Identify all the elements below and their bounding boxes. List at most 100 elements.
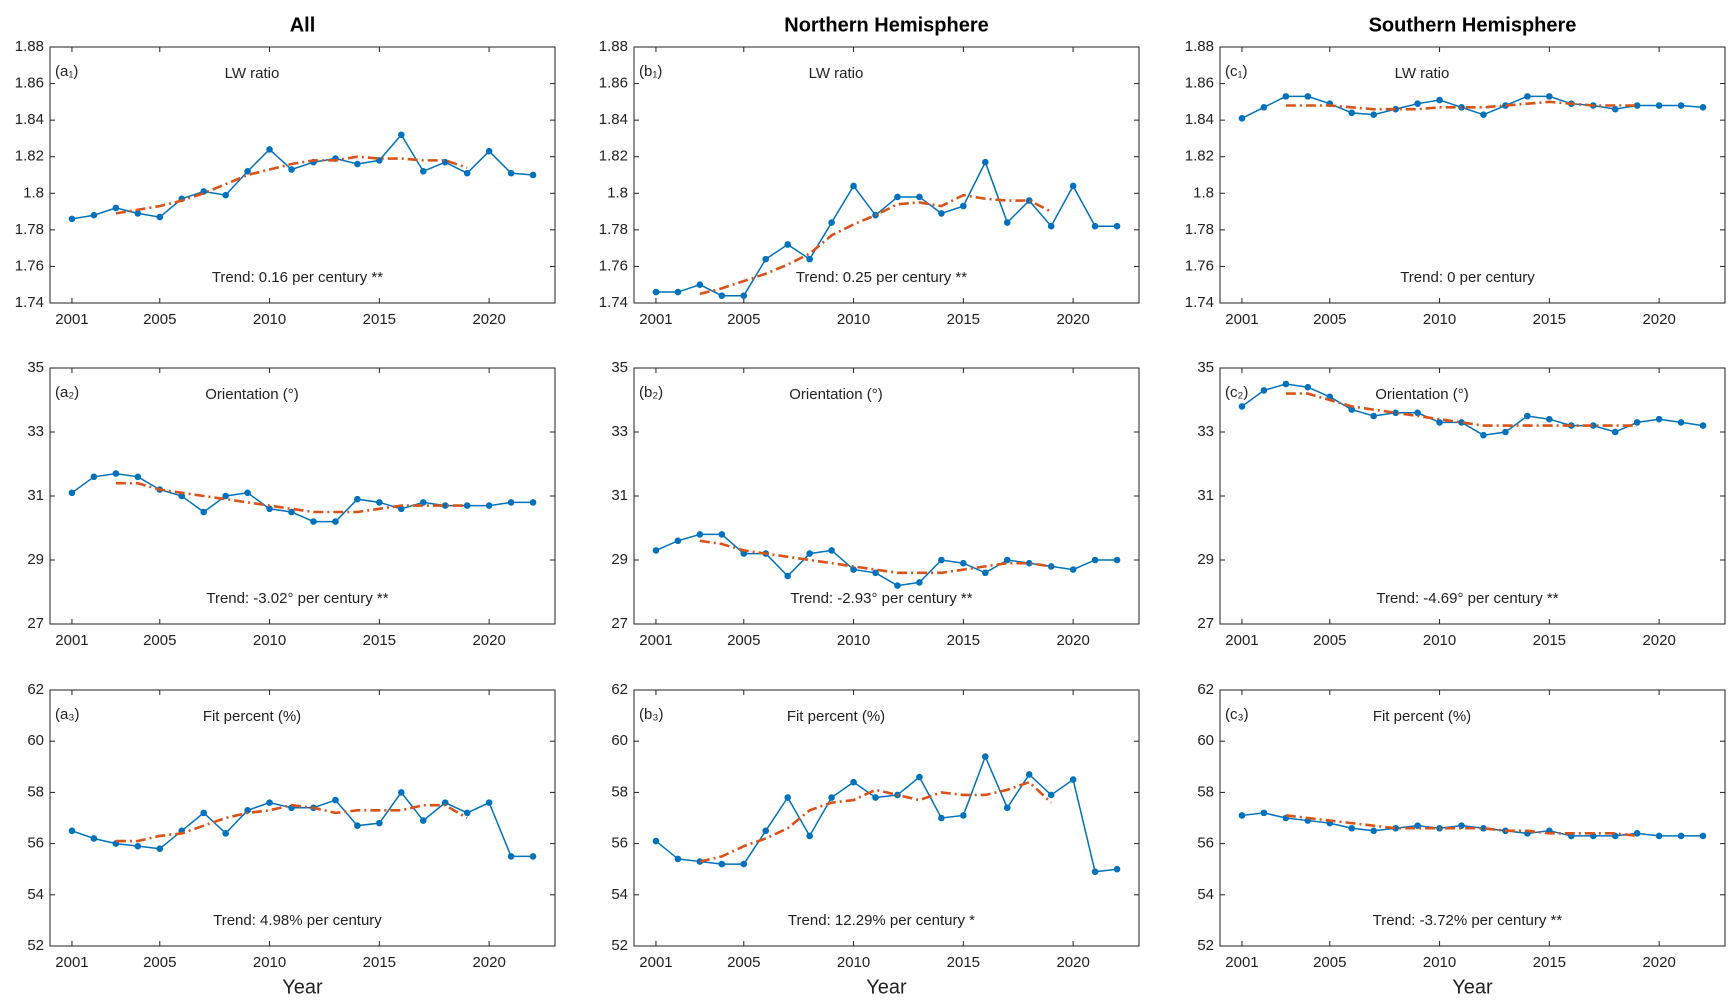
y-tick-label: 58 <box>1197 783 1214 800</box>
data-point <box>288 508 295 516</box>
x-tick-label: 2015 <box>947 954 980 971</box>
x-tick-label: 2001 <box>639 632 672 649</box>
x-tick-label: 2015 <box>1533 954 1566 971</box>
plot-frame <box>49 689 556 947</box>
y-tick-label: 1.82 <box>599 148 628 165</box>
data-point <box>1304 383 1312 391</box>
data-point <box>507 499 515 506</box>
y-tick-label: 62 <box>27 681 44 698</box>
x-tick-label: 2015 <box>947 632 980 649</box>
panel-label: (c₃) <box>1225 706 1249 723</box>
data-point <box>376 157 383 164</box>
data-point <box>1370 111 1377 118</box>
data-point <box>916 773 923 781</box>
series-line <box>699 193 1052 296</box>
data-point <box>398 789 405 796</box>
data-point <box>696 531 704 538</box>
data-point <box>1348 824 1356 832</box>
x-tick-label: 2001 <box>1225 632 1258 649</box>
x-tick-label: 2010 <box>837 954 870 971</box>
data-point <box>1392 409 1399 417</box>
data-point <box>1282 93 1290 100</box>
y-tick-label: 1.8 <box>23 184 44 201</box>
data-point <box>1699 422 1707 429</box>
data-point <box>1003 804 1011 812</box>
y-tick-label: 52 <box>611 937 628 954</box>
data-point <box>463 502 471 509</box>
panel-label: (c₁) <box>1225 63 1248 80</box>
x-tick-label: 2015 <box>363 632 396 649</box>
series-line <box>655 754 1118 873</box>
plot-frame <box>633 689 1140 947</box>
x-tick-label: 2001 <box>55 311 88 328</box>
y-tick-label: 1.84 <box>1185 111 1214 128</box>
data-point <box>529 171 537 179</box>
y-tick-label: 1.78 <box>599 221 628 238</box>
data-point <box>200 508 207 516</box>
x-tick-label: 2020 <box>1056 311 1089 328</box>
x-tick-label: 2010 <box>1423 632 1456 649</box>
y-tick-label: 1.88 <box>1185 38 1214 55</box>
data-point <box>200 809 207 817</box>
data-point <box>850 182 857 190</box>
data-point <box>938 814 945 822</box>
data-point <box>982 753 989 760</box>
plot-frame <box>1219 689 1726 947</box>
y-tick-label: 29 <box>27 551 44 568</box>
data-point <box>1655 415 1663 423</box>
y-tick-label: 1.76 <box>1185 257 1214 274</box>
panel: 52 54 56 58 60 62 2001 2005 2010 2015 2020 (b₃) Fit … <box>611 681 1140 998</box>
y-tick-label: 29 <box>611 551 628 568</box>
data-point <box>652 837 660 845</box>
data-point <box>762 255 770 263</box>
data-point <box>419 168 427 175</box>
y-tick-label: 56 <box>611 835 628 852</box>
data-point <box>1282 380 1290 388</box>
panel-subtitle: Orientation (°) <box>1375 386 1469 403</box>
x-tick-label: 2020 <box>1642 632 1675 649</box>
data-point <box>463 169 471 177</box>
data-point <box>441 502 449 509</box>
y-tick-label: 1.8 <box>1193 184 1214 201</box>
y-tick-label: 52 <box>1197 937 1214 954</box>
y-tick-label: 54 <box>1197 886 1214 903</box>
data-point <box>1069 776 1077 783</box>
trend-annotation: Trend: 12.29% per century * <box>788 912 975 929</box>
x-tick-label: 2001 <box>55 632 88 649</box>
y-tick-label: 33 <box>27 423 44 440</box>
plot-area <box>1220 368 1725 624</box>
panel: 52 54 56 58 60 62 2001 2005 2010 2015 2020 (c₃) Fit … <box>1197 681 1726 998</box>
data-point <box>90 835 98 842</box>
y-tick-label: 33 <box>1197 423 1214 440</box>
plot-area <box>634 368 1139 624</box>
data-point <box>1546 415 1553 423</box>
series-line <box>1241 383 1704 436</box>
data-point <box>1480 431 1487 439</box>
x-tick-label: 2010 <box>253 632 286 649</box>
data-point <box>68 489 76 497</box>
data-point <box>112 204 120 212</box>
data-point <box>463 809 471 817</box>
panel-subtitle: LW ratio <box>1395 65 1450 82</box>
data-point <box>419 817 427 824</box>
plot-frame <box>1219 367 1726 625</box>
x-tick-label: 2005 <box>727 632 760 649</box>
data-point <box>1370 827 1377 835</box>
data-point <box>1524 93 1531 100</box>
panel-subtitle: LW ratio <box>225 65 280 82</box>
x-tick-label: 2020 <box>472 311 505 328</box>
panel-label: (a₂) <box>55 384 79 401</box>
data-point <box>1633 419 1641 426</box>
data-point <box>156 845 164 853</box>
data-point <box>1611 105 1619 113</box>
data-point <box>740 860 748 868</box>
data-point <box>674 288 682 296</box>
plot-frame <box>49 46 556 304</box>
plot-area <box>634 47 1139 303</box>
data-point <box>894 193 901 201</box>
y-tick-label: 31 <box>611 487 628 504</box>
panel: 1.74 1.76 1.78 1.8 1.82 1.84 1.86 1.88 2001 2005 2… <box>599 14 1140 328</box>
plot-frame <box>633 46 1140 304</box>
data-point <box>354 495 361 503</box>
trend-annotation: Trend: 0 per century <box>1400 269 1535 286</box>
